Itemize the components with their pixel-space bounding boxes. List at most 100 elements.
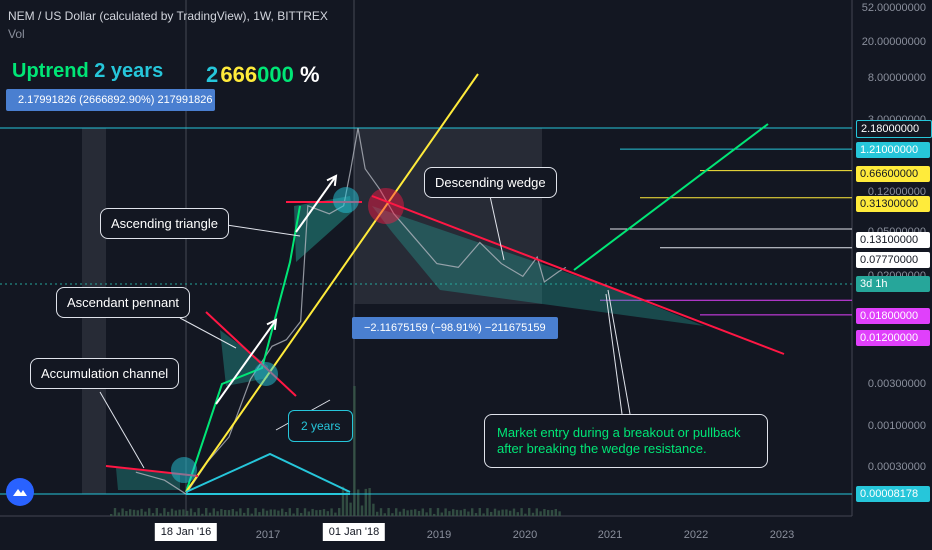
- volume-bar: [505, 509, 508, 516]
- pointer-accumulation: [99, 391, 145, 469]
- volume-bar: [167, 511, 170, 516]
- volume-bar: [239, 508, 242, 516]
- pointer-entry-a: [607, 289, 631, 415]
- volume-bar: [113, 508, 117, 516]
- volume-bar: [429, 508, 432, 516]
- price-level-label: 0.31300000: [856, 196, 930, 212]
- volume-bar: [319, 509, 322, 516]
- volume-bar: [463, 508, 466, 516]
- volume-bar: [558, 511, 561, 516]
- volume-bar: [478, 508, 481, 516]
- volume-bar: [254, 508, 257, 516]
- volume-bar: [535, 508, 538, 516]
- volume-bar: [315, 510, 318, 516]
- volume-bar: [531, 512, 535, 516]
- volume-bar: [121, 508, 124, 516]
- volume-bar: [524, 513, 527, 516]
- gain-pct: %: [299, 62, 320, 87]
- volume-bar: [189, 508, 193, 516]
- gain-percent: 2 666000 %: [206, 62, 320, 88]
- fall-measure-label: −2.11675159 (−98.91%) −211675159: [352, 317, 558, 339]
- triangle-fill: [294, 196, 352, 262]
- volume-bar: [417, 510, 421, 516]
- arrow-pennant-breakout-head: [266, 318, 278, 331]
- volume-bar: [452, 509, 455, 516]
- x-tick-label: 2017: [255, 529, 281, 541]
- countdown-label: 3d 1h: [856, 276, 930, 292]
- volume-bar: [497, 510, 500, 516]
- price-level-label: 0.01200000: [856, 330, 930, 346]
- breakout-circle-2: [254, 362, 278, 386]
- volume-bar: [360, 505, 364, 516]
- y-tick-label: 0.00100000: [867, 420, 926, 432]
- arrow-triangle-breakout-head: [326, 174, 338, 187]
- volume-bar: [486, 508, 489, 516]
- market-entry-line2: after breaking the wedge resistance.: [497, 441, 707, 456]
- tradingview-logo-icon[interactable]: [6, 478, 34, 506]
- volume-bar: [345, 491, 348, 516]
- volume-bar: [277, 510, 280, 516]
- volume-bar: [216, 511, 219, 516]
- breakout-circle-1: [171, 457, 197, 483]
- rise-measure-label: 2.17991826 (2666892.90%) 217991826: [6, 89, 215, 111]
- two-years-arrow: [185, 452, 351, 493]
- volume-bar: [357, 489, 360, 516]
- volume-bar: [281, 508, 284, 516]
- volume-bar: [539, 511, 542, 516]
- volume-bar: [178, 509, 181, 516]
- price-level-label: 2.18000000: [856, 120, 932, 138]
- volume-bar: [482, 513, 485, 516]
- y-tick-label: 52.00000000: [861, 2, 926, 14]
- volume-bar: [125, 511, 128, 516]
- volume-bar: [406, 510, 409, 516]
- wedge-zone-shade: [354, 128, 542, 304]
- callout-ascending-triangle: Ascending triangle: [100, 208, 229, 239]
- volume-bar: [243, 512, 246, 516]
- price-level-label: 0.07770000: [856, 252, 930, 268]
- projection-green-line: [573, 123, 769, 271]
- y-tick-label: 0.00030000: [867, 461, 926, 473]
- x-tick-label: 2020: [512, 529, 538, 541]
- volume-bar: [201, 513, 204, 516]
- volume-bar: [547, 510, 550, 516]
- volume-bar: [459, 510, 462, 516]
- volume-bar: [444, 508, 447, 516]
- wedge-fill: [372, 206, 704, 326]
- volume-bar: [520, 508, 523, 516]
- volume-bar: [474, 513, 478, 516]
- price-level-label: 0.01800000: [856, 308, 930, 324]
- x-tick-label: 2021: [597, 529, 623, 541]
- volume-bar: [353, 386, 356, 516]
- volume-bar: [341, 486, 345, 516]
- callout-accumulation-channel: Accumulation channel: [30, 358, 180, 389]
- volume-bar: [398, 511, 402, 516]
- volume-bar: [383, 513, 386, 516]
- volume-bar: [509, 510, 512, 516]
- accumulation-fill: [116, 468, 180, 490]
- y-tick-label: 8.00000000: [867, 72, 926, 84]
- uptrend-heading: Uptrend 2 years: [12, 60, 163, 83]
- volume-bar: [193, 512, 196, 516]
- volume-bar: [288, 508, 291, 516]
- volume-bar: [220, 509, 223, 516]
- volume-bar: [163, 508, 166, 516]
- volume-bar: [554, 509, 557, 516]
- gain-000: 000: [257, 62, 294, 87]
- volume-bar: [292, 513, 295, 516]
- volume-bar: [330, 508, 333, 516]
- pointer-triangle: [219, 223, 301, 237]
- volume-bar: [376, 511, 379, 516]
- volume-bar: [258, 512, 261, 516]
- volume-bar: [250, 513, 253, 516]
- volume-bar: [231, 508, 234, 516]
- volume-bar: [129, 509, 132, 516]
- volume-bar: [338, 508, 341, 516]
- volume-bar: [364, 488, 367, 516]
- volume-bar: [471, 508, 474, 516]
- volume-bar: [379, 508, 383, 516]
- volume-bar: [148, 508, 151, 516]
- volume-bar: [265, 510, 269, 516]
- callout-market-entry: Market entry during a breakout or pullba…: [484, 414, 768, 468]
- volume-bar: [246, 508, 250, 516]
